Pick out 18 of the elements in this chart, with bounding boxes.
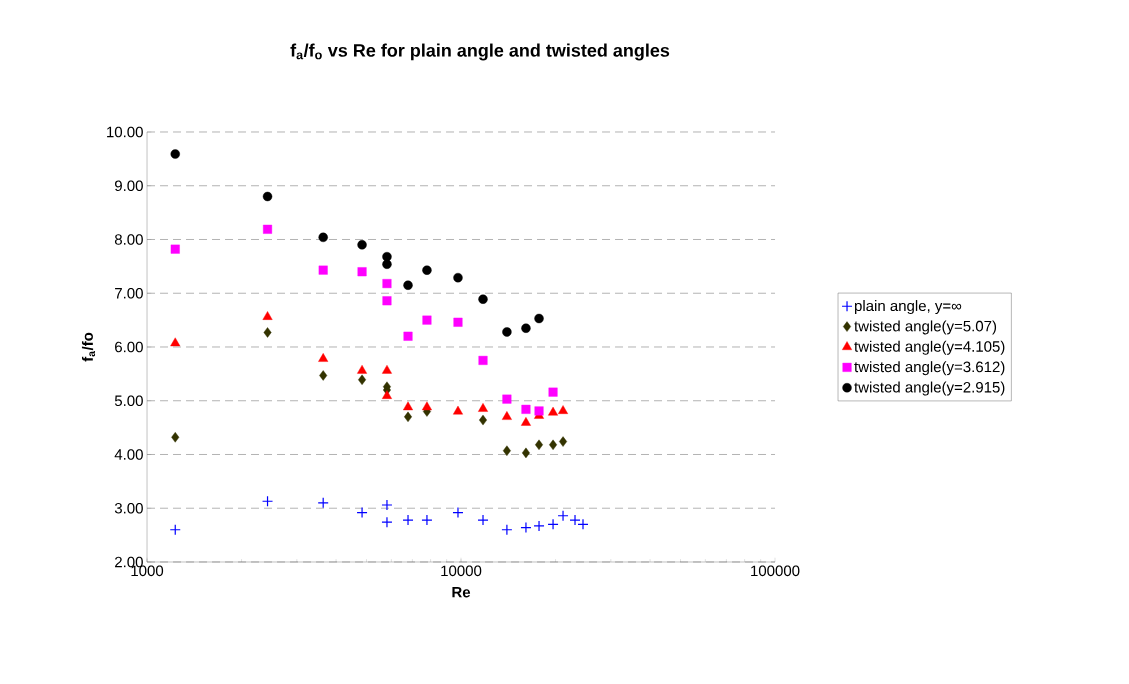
y-tick-label: 7.00: [115, 287, 143, 299]
legend-label: twisted angle(y=5.07): [854, 320, 997, 335]
y-tick-label: 5.00: [114, 395, 143, 407]
y-tick-label: 3.00: [114, 502, 143, 514]
legend-label: twisted angle(y=3.612): [854, 361, 1005, 376]
chart-title: f$_{a}$/f$_{o}$ vs Re for plain angle and twisted angles: [290, 43, 670, 61]
legend-label: twisted angle(y=4.105): [854, 340, 1005, 355]
y-tick-label: 9.00: [115, 180, 143, 192]
legend-label: plain angle, y=∞: [855, 300, 962, 315]
y-tick-label: 6.00: [115, 341, 143, 353]
y-axis-title: f$_{a}$/fo: [81, 332, 96, 362]
legend-label: twisted angle(y=2.915): [854, 381, 1005, 396]
x-tick-label: 100000: [751, 565, 800, 577]
y-tick-label: 8.00: [114, 234, 143, 245]
x-axis-title: Re: [452, 587, 471, 598]
y-tick-label: 4.00: [114, 449, 143, 460]
y-tick-label: 10.00: [107, 126, 143, 138]
x-tick-label: 10000: [441, 565, 482, 577]
